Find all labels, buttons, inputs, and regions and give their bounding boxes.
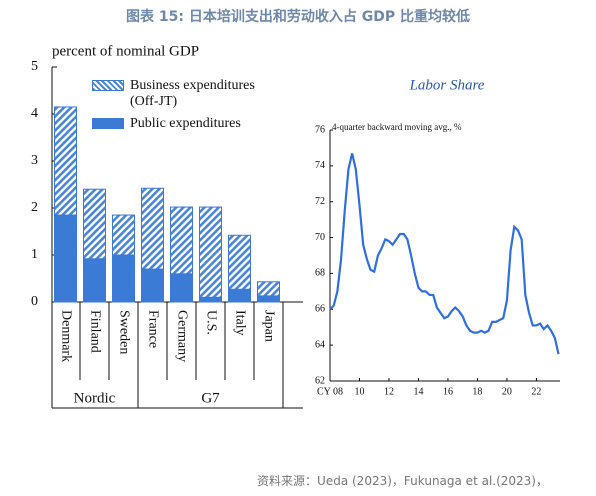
- y-tick-label: 2: [31, 200, 38, 215]
- x-tick-label: Denmark: [58, 310, 73, 362]
- y-tick-label: 64: [315, 339, 325, 350]
- y-tick-label: 68: [315, 268, 325, 279]
- bar-segment: [170, 273, 193, 303]
- bar-segment: [112, 214, 135, 256]
- group-label: Nordic: [74, 390, 116, 406]
- bar-segment: [54, 214, 77, 303]
- bar-segment: [112, 254, 135, 303]
- x-tick-label: CY 08: [317, 386, 343, 397]
- chart-title: Labor Share: [409, 77, 485, 93]
- x-tick-label: U.S.: [203, 310, 218, 335]
- x-tick-label: Sweden: [116, 310, 131, 354]
- legend: Business expenditures (Off-JT) Public exp…: [92, 78, 282, 138]
- bar-segment: [83, 188, 106, 260]
- y-tick-label: 70: [315, 232, 325, 243]
- source: 资料来源：Ueda (2023)，Fukunaga et al.(2023)，: [257, 474, 548, 488]
- y-tick-label: 1: [31, 247, 38, 262]
- y-tick-label: 72: [315, 196, 325, 207]
- bar-segment: [141, 268, 164, 303]
- y-tick-label: 66: [315, 304, 325, 315]
- legend-swatch: [92, 118, 124, 129]
- bar-segment: [54, 106, 77, 216]
- legend-label: Public expenditures: [130, 116, 241, 131]
- bar-segment: [199, 296, 222, 303]
- x-tick-label: France: [145, 310, 160, 348]
- bar-segment: [83, 258, 106, 303]
- y-tick-label: 3: [31, 153, 38, 168]
- legend-swatch: [92, 80, 124, 91]
- x-tick-label: 22: [531, 386, 541, 397]
- annotation: 4-quarter backward moving avg., %: [332, 122, 462, 132]
- x-tick-label: 16: [443, 386, 453, 397]
- bar-segment: [257, 295, 280, 303]
- bar-segment: [228, 288, 251, 303]
- y-tick-label: 76: [315, 124, 325, 135]
- x-tick-label: Japan: [261, 310, 276, 342]
- y-tick-label: 5: [31, 59, 38, 74]
- x-tick-label: 14: [413, 386, 423, 397]
- y-tick-label: 62: [315, 375, 325, 386]
- legend-item: Business expenditures (Off-JT): [92, 78, 282, 110]
- x-tick-label: 12: [384, 386, 394, 397]
- y-tick-label: 74: [315, 160, 325, 171]
- bar-segment: [141, 187, 164, 270]
- group-label: G7: [201, 390, 220, 406]
- bar-segment: [257, 281, 280, 297]
- line: [329, 153, 560, 355]
- x-tick-label: 18: [472, 386, 482, 397]
- x-tick-label: 20: [502, 386, 512, 397]
- bar-segment: [199, 206, 222, 298]
- legend-label: Business expenditures (Off-JT): [130, 78, 255, 109]
- x-tick-label: Germany: [174, 310, 189, 362]
- y-axis-label: percent of nominal GDP: [52, 43, 199, 59]
- x-tick-label: Italy: [232, 310, 247, 336]
- legend-item: Public expenditures: [92, 116, 282, 132]
- y-tick-label: 0: [31, 294, 38, 309]
- x-tick-label: 10: [354, 386, 364, 397]
- x-tick-label: Finland: [87, 310, 102, 353]
- page-title: 图表 15: 日本培训支出和劳动收入占 GDP 比重均较低: [126, 9, 470, 25]
- bar-segment: [170, 206, 193, 275]
- bar-segment: [228, 234, 251, 290]
- y-tick-label: 4: [31, 106, 38, 121]
